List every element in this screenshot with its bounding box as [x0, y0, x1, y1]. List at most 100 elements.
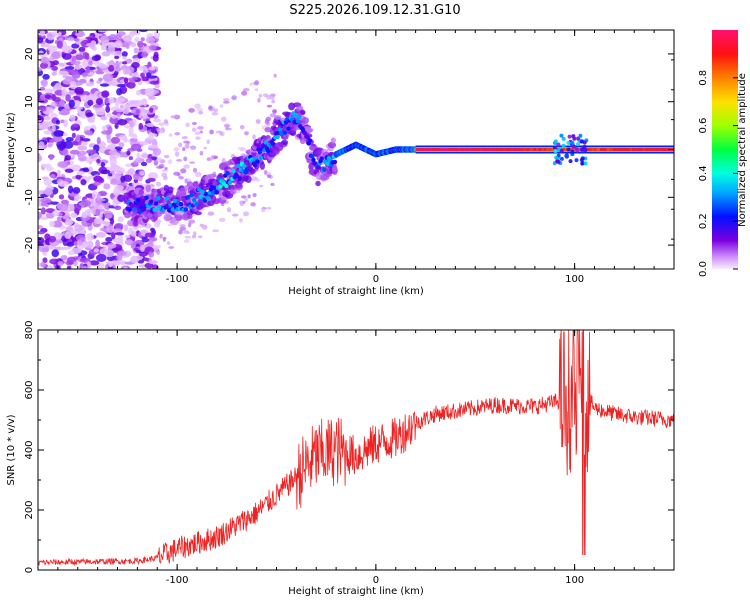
noise-blob [86, 208, 93, 213]
y-tick-label: 400 [24, 440, 35, 459]
x-tick-label: 100 [565, 274, 584, 285]
noise-blob [252, 192, 257, 198]
ridge-disturbance [566, 140, 571, 145]
ridge-core [311, 157, 316, 163]
noise-blob [117, 216, 124, 223]
noise-blob [98, 77, 103, 82]
noise-blob [51, 65, 59, 71]
ridge-band-core [469, 148, 473, 151]
ridge-band-core [561, 148, 565, 151]
noise-blob [135, 109, 140, 114]
noise-blob [81, 266, 89, 269]
ridge-halo [330, 137, 336, 144]
ridge-core [164, 196, 169, 201]
ridge-core [183, 207, 189, 212]
noise-blob [243, 197, 248, 202]
noise-blob [176, 158, 183, 162]
ridge-disturbance [574, 147, 579, 152]
ridge-core [296, 114, 302, 120]
ridge-band-core [496, 148, 500, 151]
ridge-band-core [547, 148, 551, 151]
noise-blob [242, 201, 246, 204]
noise-blob [207, 211, 215, 216]
noise-blob [149, 80, 160, 85]
noise-blob [197, 125, 204, 130]
ridge-halo [194, 211, 202, 216]
ridge-halo [306, 128, 314, 133]
noise-blob [114, 205, 122, 210]
noise-blob [219, 131, 223, 136]
ridge-core [319, 156, 325, 161]
noise-blob [266, 206, 272, 210]
noise-blob [124, 239, 133, 245]
noise-blob [138, 30, 149, 33]
noise-blob [271, 99, 276, 104]
ridge-band-core [453, 148, 457, 151]
ridge-core [225, 170, 230, 176]
noise-blob [134, 37, 140, 43]
noise-blob [71, 132, 76, 139]
ridge-band-core [625, 148, 629, 151]
chart-title: S225.2026.109.12.31.G10 [289, 3, 460, 18]
noise-blob [77, 145, 88, 151]
ridge-band-core [512, 148, 516, 151]
noise-blob [83, 168, 90, 173]
ridge-core [153, 201, 159, 206]
ridge-band-core [604, 148, 608, 151]
noise-blob [58, 204, 69, 212]
ridge-core [237, 176, 242, 181]
noise-blob [182, 135, 189, 139]
noise-blob [123, 224, 129, 232]
noise-blob [38, 124, 48, 130]
noise-blob [66, 37, 75, 42]
ridge-band-core [665, 148, 668, 151]
noise-blob [122, 107, 130, 115]
noise-blob [244, 131, 249, 136]
ridge-band-core [488, 148, 492, 151]
noise-blob [168, 133, 173, 137]
noise-blob [119, 151, 125, 158]
noise-blob [92, 104, 103, 108]
noise-blob [64, 66, 75, 70]
noise-blob [145, 139, 156, 144]
ridge-band-core [501, 148, 505, 151]
ridge-band-core [623, 148, 627, 151]
noise-blob [74, 224, 84, 232]
noise-blob [114, 40, 123, 49]
ridge-core [203, 191, 209, 197]
noise-blob [67, 185, 74, 194]
noise-blob [95, 97, 104, 106]
spectrogram-x-ticks: -100 0 100 [37, 30, 675, 285]
noise-blob [71, 43, 80, 49]
ridge-disturbance [581, 146, 586, 151]
noise-blob [132, 76, 138, 81]
noise-blob [38, 141, 45, 149]
noise-blob [95, 208, 101, 217]
ridge-band-core [421, 148, 425, 151]
ridge-halo [187, 214, 193, 219]
noise-blob [121, 104, 132, 108]
noise-blob [58, 110, 70, 116]
ridge-core [265, 149, 271, 154]
noise-blob [139, 112, 146, 116]
noise-blob [95, 253, 107, 262]
snr-y-ticks: 0 200 400 600 800 [24, 320, 674, 573]
noise-blob [116, 88, 123, 96]
noise-blob [166, 241, 171, 245]
noise-blob [39, 62, 49, 69]
noise-blob [57, 261, 64, 266]
ridge-band-core [437, 148, 441, 151]
noise-blob [141, 51, 148, 58]
noise-blob [60, 199, 70, 205]
snr-x-label: Height of straight line (km) [288, 586, 424, 597]
noise-blob [263, 169, 268, 175]
noise-blob [161, 172, 168, 178]
ridge-band-core [635, 148, 638, 151]
ridge-core [332, 159, 338, 165]
noise-blob [114, 55, 120, 60]
ridge-band-core [662, 148, 665, 151]
ridge-halo [281, 139, 289, 145]
ridge-band-core [539, 148, 543, 151]
noise-blob [264, 121, 270, 125]
noise-blob [156, 222, 161, 226]
